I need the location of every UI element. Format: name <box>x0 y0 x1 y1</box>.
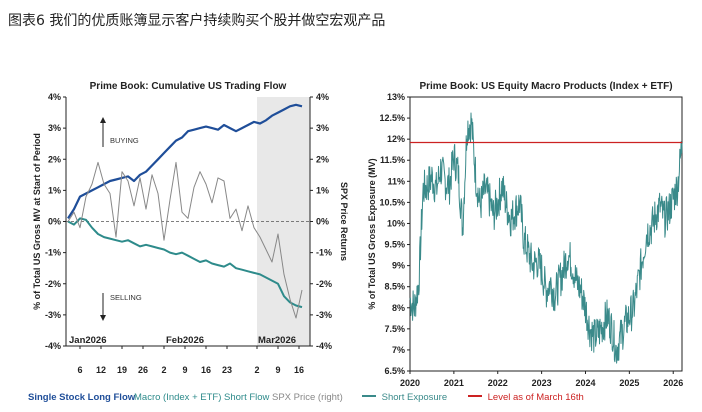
legend-level-line-swatch <box>468 395 482 398</box>
x-tick-label: 2 <box>254 365 259 375</box>
legend-level-line-label: Level as of March 16th <box>487 392 584 403</box>
legend-long-flow: Single Stock Long Flow <box>28 392 135 403</box>
legend-short-flow-label: Macro (Index + ETF) Short Flow <box>134 392 270 403</box>
right-y-tick-label: -4% <box>316 341 332 351</box>
legend-spx-label: SPX Price (right) <box>272 392 343 403</box>
buying-arrow-head <box>100 117 106 123</box>
right-chart-y-tick-label: 11% <box>387 176 405 186</box>
x-tick-label: 26 <box>138 365 148 375</box>
right-chart-x-tick-label: 2025 <box>619 378 639 388</box>
right-y-axis-title: SPX Price Returns <box>339 182 349 261</box>
left-y-tick-label: 3% <box>48 123 61 133</box>
buying-annotation: BUYING <box>110 136 139 145</box>
right-chart-y-tick-label: 8.5% <box>384 282 405 292</box>
right-chart-y-tick-label: 12% <box>387 134 405 144</box>
right-y-tick-label: 4% <box>316 92 329 102</box>
right-chart-title: Prime Book: US Equity Macro Products (In… <box>419 81 672 92</box>
left-y-tick-label: 0% <box>48 217 61 227</box>
page-title: 图表6 我们的优质账簿显示客户持续购买个股并做空宏观产品 <box>8 13 386 29</box>
right-y-tick-label: 2% <box>316 154 329 164</box>
right-chart-y-tick-label: 7% <box>392 345 405 355</box>
left-y-tick-label: 2% <box>48 154 61 164</box>
x-tick-label: 2 <box>161 365 166 375</box>
left-y-axis-title: % of Total US Gross MV at Start of Perio… <box>32 133 42 310</box>
left-y-tick-label: -2% <box>45 279 61 289</box>
x-tick-label: 6 <box>77 365 82 375</box>
x-tick-label: 12 <box>96 365 106 375</box>
right-chart-x-tick-label: 2026 <box>663 378 683 388</box>
right-chart-y-tick-label: 9.5% <box>384 240 405 250</box>
right-chart-x-tick-label: 2024 <box>575 378 595 388</box>
right-chart-y-tick-label: 7.5% <box>384 324 405 334</box>
month-label: Feb2026 <box>166 335 204 346</box>
legend-spx: SPX Price (right) <box>272 392 343 403</box>
right-chart-x-tick-label: 2020 <box>400 378 420 388</box>
x-tick-label: 16 <box>294 365 304 375</box>
x-tick-label: 19 <box>117 365 127 375</box>
x-tick-label: 23 <box>222 365 232 375</box>
legend-short-exposure: Short Exposure <box>362 392 447 403</box>
right-chart-y-tick-label: 11.5% <box>380 155 405 165</box>
series-line-2 <box>67 161 303 319</box>
x-tick-label: 9 <box>275 365 280 375</box>
selling-arrow-head <box>100 315 106 321</box>
right-chart-frame <box>409 96 683 372</box>
series-line-1 <box>67 217 303 309</box>
left-chart-title: Prime Book: Cumulative US Trading Flow <box>90 81 287 92</box>
series-line-0 <box>67 103 303 219</box>
legend-short-exposure-swatch <box>362 395 376 398</box>
right-chart-y-tick-label: 6.5% <box>384 366 405 376</box>
left-y-tick-label: 1% <box>48 185 61 195</box>
selling-annotation: SELLING <box>110 293 142 302</box>
right-chart-y-tick-label: 8% <box>392 303 405 313</box>
left-y-tick-label: -4% <box>45 341 61 351</box>
month-label: Mar2026 <box>258 335 296 346</box>
legend-short-exposure-label: Short Exposure <box>381 392 448 403</box>
short-exposure-line <box>409 112 683 364</box>
right-y-tick-label: 1% <box>316 185 329 195</box>
right-chart-x-tick-label: 2022 <box>488 378 508 388</box>
x-tick-label: 16 <box>201 365 211 375</box>
right-chart-x-tick-label: 2021 <box>444 378 464 388</box>
right-y-tick-label: 0% <box>316 217 329 227</box>
month-label: Jan2026 <box>69 335 107 346</box>
legend-short-flow: Macro (Index + ETF) Short Flow <box>134 392 269 403</box>
right-chart-y-tick-label: 12.5% <box>379 113 405 123</box>
right-chart-y-tick-label: 10.5% <box>379 197 405 207</box>
right-chart-y-tick-label: 9% <box>392 261 405 271</box>
right-chart-y-tick-label: 13% <box>387 92 405 102</box>
left-y-tick-label: -3% <box>45 310 61 320</box>
right-chart-y-tick-label: 10% <box>387 218 405 228</box>
right-y-tick-label: -1% <box>316 248 332 258</box>
right-y-tick-label: -3% <box>316 310 332 320</box>
x-tick-label: 9 <box>182 365 187 375</box>
right-y-tick-label: -2% <box>316 279 332 289</box>
left-y-tick-label: -1% <box>45 248 61 258</box>
legend-level-line: Level as of March 16th <box>468 392 584 403</box>
legend-long-flow-label: Single Stock Long Flow <box>28 392 136 403</box>
right-y-tick-label: 3% <box>316 123 329 133</box>
right-chart-x-tick-label: 2023 <box>532 378 552 388</box>
left-y-tick-label: 4% <box>48 92 61 102</box>
right-chart-y-axis-title: % of Total US Gross Exposure (MV) <box>367 158 377 309</box>
